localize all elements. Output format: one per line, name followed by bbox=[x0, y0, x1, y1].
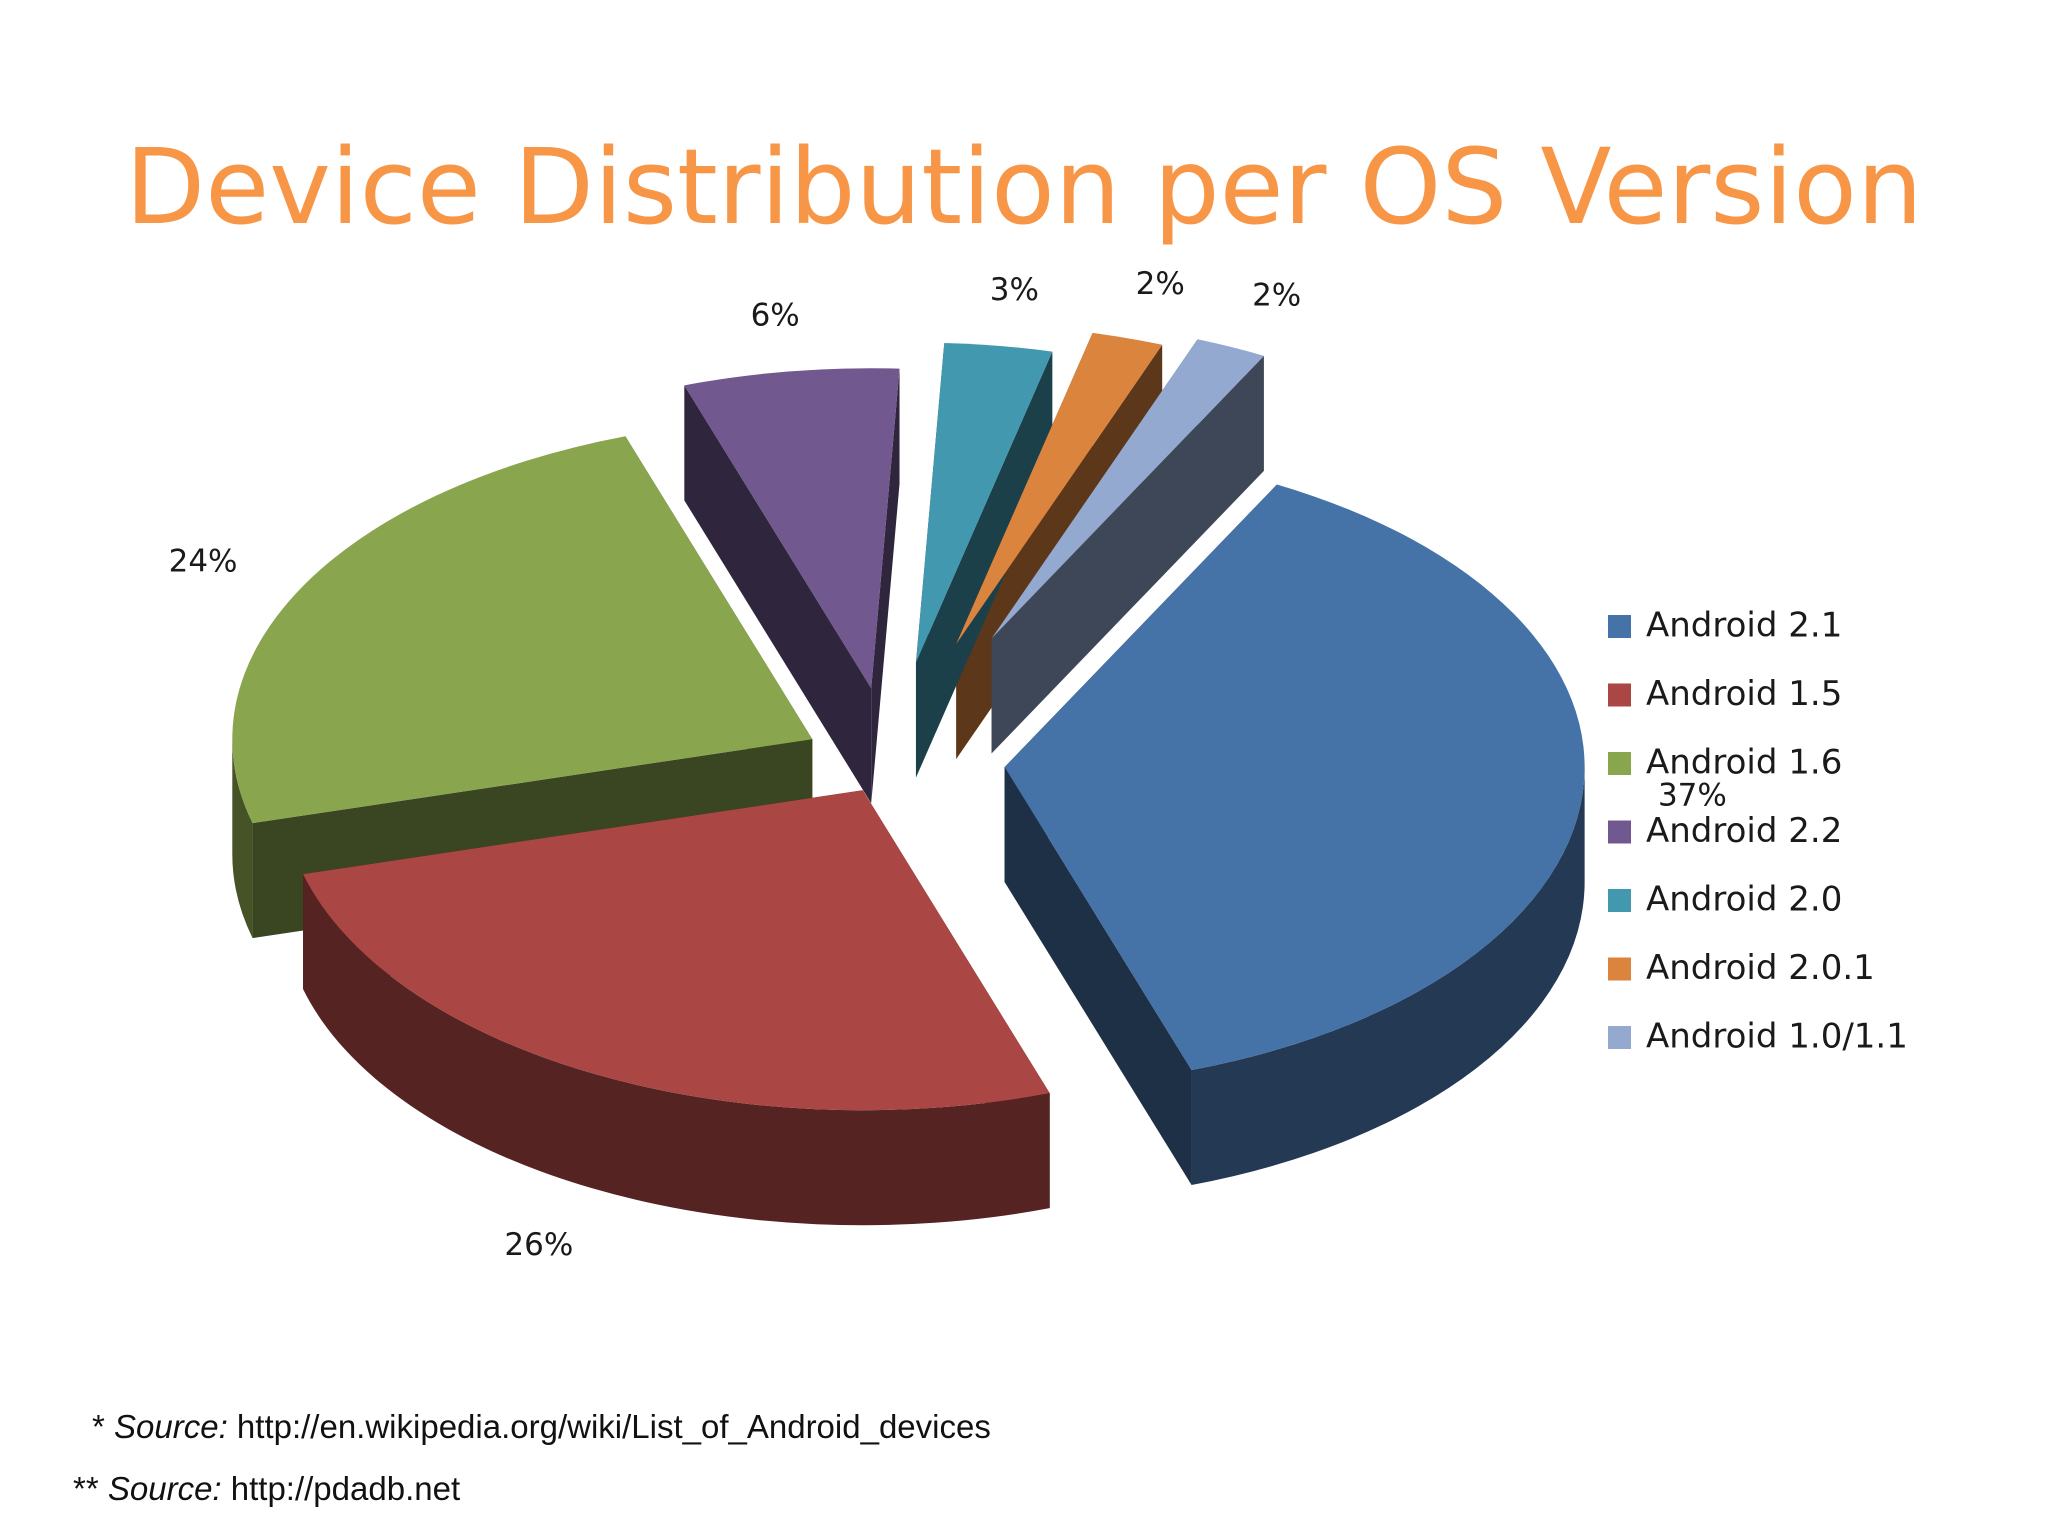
footnote-prefix: ** bbox=[73, 1470, 108, 1507]
legend-label: Android 2.2 bbox=[1646, 811, 1842, 851]
legend-label: Android 2.1 bbox=[1646, 606, 1842, 646]
slice-android-1-6[interactable] bbox=[232, 436, 813, 824]
legend-swatch bbox=[1608, 615, 1631, 638]
percent-label-android-2-2: 6% bbox=[751, 297, 800, 333]
legend-swatch bbox=[1608, 1026, 1631, 1049]
slice-android-2-1[interactable] bbox=[1004, 484, 1585, 1071]
legend: Android 2.1 Android 1.5 Android 1.6 Android… bbox=[1608, 606, 1908, 1057]
footnote-link[interactable]: http://pdadb.net bbox=[221, 1470, 461, 1507]
chart-title: Device Distribution per OS Version bbox=[125, 126, 1923, 248]
slice-rim-android-2-1 bbox=[1191, 767, 1585, 1186]
legend-label: Android 2.0 bbox=[1646, 880, 1842, 920]
legend-label: Android 1.6 bbox=[1646, 743, 1842, 783]
footnote-source-2: ** Source: http://pdadb.net bbox=[73, 1470, 460, 1508]
slice-android-2-2[interactable] bbox=[684, 368, 900, 689]
slice-android-1-0-1-1[interactable] bbox=[991, 339, 1264, 639]
slice-wall-android-2-1-end bbox=[1004, 767, 1192, 1186]
legend-item-android-2-1: Android 2.1 bbox=[1608, 606, 1842, 646]
footnote-link[interactable]: http://en.wikipedia.org/wiki/List_of_And… bbox=[227, 1408, 991, 1445]
legend-item-android-1-5: Android 1.5 bbox=[1608, 674, 1842, 714]
slice-rim-android-1-6 bbox=[232, 739, 253, 939]
legend-swatch bbox=[1608, 889, 1631, 912]
legend-item-android-2-0: Android 2.0 bbox=[1608, 880, 1842, 920]
slice-wall-android-2-2-end bbox=[871, 368, 900, 804]
slice-wall-android-2-0-end bbox=[915, 351, 1053, 778]
slice-wall-android-2-2-start bbox=[684, 385, 872, 804]
legend-swatch bbox=[1608, 683, 1631, 707]
slice-android-1-5[interactable] bbox=[303, 790, 1050, 1111]
percent-label-android-1-5: 26% bbox=[504, 1227, 573, 1263]
slice-rim-android-1-5 bbox=[303, 874, 1050, 1226]
footnote-prefix: * bbox=[92, 1408, 115, 1445]
percent-labels: 37% 26% 24% 6% 3% 2% 2% bbox=[169, 266, 1727, 1263]
legend-swatch bbox=[1608, 820, 1631, 844]
legend-swatch bbox=[1608, 957, 1631, 981]
percent-label-android-1-6: 24% bbox=[169, 544, 238, 580]
percent-label-android-2-0: 3% bbox=[990, 272, 1039, 308]
footnote-source-1: * Source: http://en.wikipedia.org/wiki/L… bbox=[92, 1408, 991, 1446]
legend-item-android-2-2: Android 2.2 bbox=[1608, 811, 1842, 851]
percent-label-android-2-0-1: 2% bbox=[1136, 266, 1185, 302]
legend-item-android-1-6: Android 1.6 bbox=[1608, 743, 1842, 783]
legend-item-android-2-0-1: Android 2.0.1 bbox=[1608, 948, 1875, 988]
slice-android-2-0-1[interactable] bbox=[956, 332, 1163, 644]
legend-label: Android 2.0.1 bbox=[1646, 948, 1875, 988]
percent-label-android-2-1: 37% bbox=[1658, 778, 1727, 814]
pie-group bbox=[232, 332, 1585, 1226]
footnote-label: Source: bbox=[114, 1408, 228, 1445]
slice-wall-android-1-0-1-1-end bbox=[991, 355, 1264, 754]
percent-label-android-1-0-1-1: 2% bbox=[1252, 277, 1301, 313]
footnote-label: Source: bbox=[107, 1470, 222, 1507]
slice-android-2-0[interactable] bbox=[915, 342, 1053, 663]
legend-item-android-1-0-1-1: Android 1.0/1.1 bbox=[1608, 1017, 1908, 1057]
legend-label: Android 1.0/1.1 bbox=[1646, 1017, 1908, 1057]
legend-swatch bbox=[1608, 752, 1631, 775]
legend-label: Android 1.5 bbox=[1646, 674, 1842, 714]
